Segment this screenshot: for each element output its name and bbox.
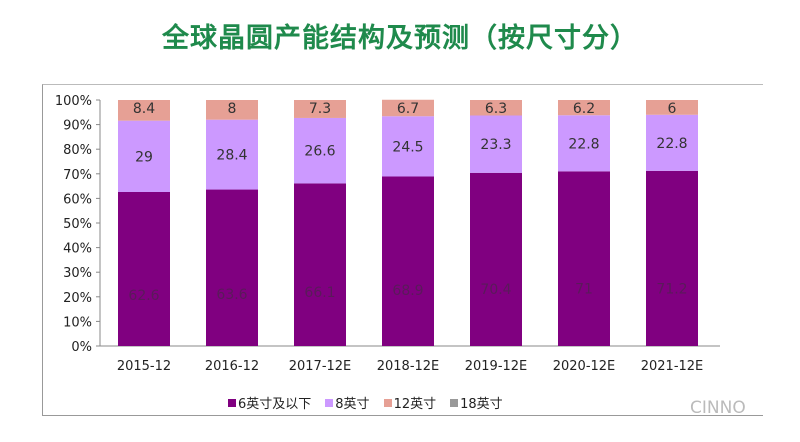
bar-segment	[206, 100, 258, 120]
watermark: CINNO	[690, 398, 746, 418]
legend-label: 12英寸	[393, 397, 437, 412]
bar-segment	[118, 120, 170, 193]
data-label: 63.6	[216, 287, 247, 303]
data-label: 71.2	[656, 281, 687, 297]
data-label: 6.7	[397, 101, 419, 117]
bar-segment	[118, 192, 170, 346]
legend-label: 8英寸	[335, 397, 370, 412]
bar-segment	[558, 100, 610, 116]
legend-swatch	[383, 398, 392, 407]
bar-segment	[118, 100, 170, 121]
x-tick-label: 2021-12E	[641, 359, 704, 374]
y-tick-label: 80%	[63, 143, 92, 158]
x-tick-label: 2015-12	[117, 359, 171, 374]
legend-item: 8英寸	[325, 393, 370, 412]
bar-segment	[294, 100, 346, 118]
legend-item: 12英寸	[383, 393, 437, 412]
y-tick-label: 30%	[63, 266, 92, 281]
y-tick-label: 50%	[63, 217, 92, 232]
bar-segment	[294, 117, 346, 184]
legend-label: 18英寸	[460, 397, 503, 412]
x-tick-label: 2017-12E	[289, 359, 352, 374]
data-label: 28.4	[216, 148, 247, 164]
bar-segment	[206, 119, 258, 190]
y-tick-label: 100%	[55, 94, 92, 109]
x-tick-label: 2020-12E	[553, 359, 616, 374]
y-tick-label: 70%	[63, 168, 92, 183]
data-label: 23.3	[480, 137, 511, 153]
y-tick-label: 90%	[63, 119, 92, 134]
data-label: 29	[135, 149, 153, 165]
bar-segment	[294, 183, 346, 346]
bar-segment	[206, 189, 258, 346]
legend-swatch	[450, 398, 459, 407]
data-label: 71	[575, 282, 593, 298]
legend-swatch	[325, 398, 334, 407]
bar-segment	[646, 170, 698, 346]
bar-segment	[382, 176, 434, 346]
y-tick-label: 60%	[63, 192, 92, 207]
y-tick-label: 20%	[63, 291, 92, 306]
bar-segment	[470, 115, 522, 173]
data-label: 66.1	[304, 285, 335, 301]
legend-item: 6英寸及以下	[228, 393, 311, 412]
data-label: 8.4	[133, 101, 155, 117]
data-label: 6.3	[485, 101, 507, 117]
bar-segment	[558, 115, 610, 172]
y-tick-label: 10%	[63, 315, 92, 330]
data-label: 62.6	[128, 288, 159, 304]
bar-segment	[646, 100, 698, 115]
legend-label: 6英寸及以下	[238, 397, 312, 412]
x-tick-label: 2019-12E	[465, 359, 528, 374]
chart-frame	[42, 84, 763, 416]
x-tick-label: 2018-12E	[377, 359, 440, 374]
data-label: 8	[228, 101, 237, 117]
data-label: 22.8	[656, 136, 687, 152]
y-tick-label: 0%	[71, 340, 92, 355]
bar-segment	[382, 116, 434, 177]
legend: 6英寸及以下 8英寸 12英寸 18英寸	[228, 393, 503, 412]
bar-segment	[470, 172, 522, 346]
x-tick-label: 2016-12	[205, 359, 259, 374]
y-tick-label: 40%	[63, 242, 92, 257]
data-label: 70.4	[480, 282, 511, 298]
data-label: 6.2	[573, 101, 595, 117]
data-label: 22.8	[568, 136, 599, 152]
data-label: 24.5	[392, 139, 423, 155]
data-label: 68.9	[392, 283, 423, 299]
bar-segment	[470, 100, 522, 116]
legend-swatch	[228, 398, 236, 407]
data-label: 6	[668, 101, 677, 117]
bar-segment	[558, 171, 610, 346]
chart-title: 全球晶圆产能结构及预测（按尺寸分）	[162, 23, 638, 54]
data-label: 26.6	[304, 144, 335, 160]
bar-segment	[382, 99, 434, 117]
data-label: 7.3	[309, 101, 331, 117]
legend-item: 18英寸	[450, 393, 503, 412]
bar-segment	[646, 114, 698, 171]
